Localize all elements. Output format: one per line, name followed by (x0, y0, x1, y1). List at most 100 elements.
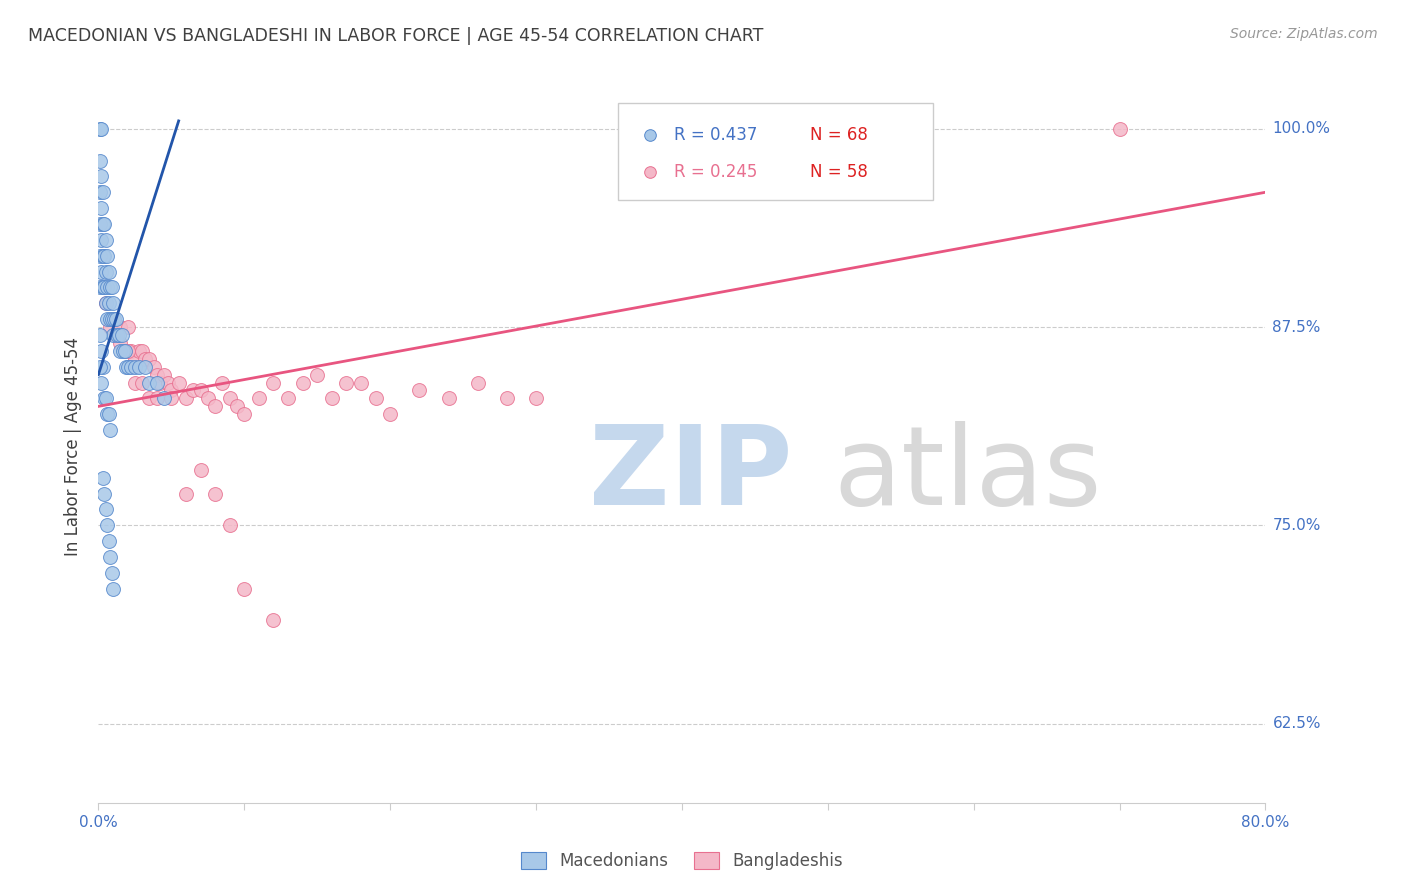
Point (378, 407, 402, 421)
Point (91, 249, 114, 263)
Point (91, 217, 114, 231)
Point (91, 280, 114, 294)
FancyBboxPatch shape (617, 103, 932, 200)
Point (146, 392, 169, 406)
Point (94, 264, 117, 278)
Point (157, 376, 180, 390)
Text: atlas: atlas (834, 421, 1102, 528)
Text: N = 58: N = 58 (810, 163, 868, 181)
Point (89, 186, 111, 200)
Point (93, 217, 115, 231)
Point (98, 423, 121, 437)
Point (174, 486, 197, 500)
Point (160, 384, 183, 398)
Point (204, 486, 226, 500)
Y-axis label: In Labor Force | Age 45-54: In Labor Force | Age 45-54 (65, 336, 83, 556)
Point (97, 534, 120, 549)
Point (233, 582, 256, 596)
Point (89, 217, 111, 231)
Point (149, 376, 172, 390)
Point (204, 400, 226, 414)
Point (93, 392, 115, 406)
Point (90, 121, 112, 136)
Point (94, 296, 117, 310)
Point (114, 343, 136, 358)
Point (174, 392, 197, 406)
Point (91, 186, 114, 200)
Point (124, 359, 146, 374)
Text: MACEDONIAN VS BANGLADESHI IN LABOR FORCE | AGE 45-54 CORRELATION CHART: MACEDONIAN VS BANGLADESHI IN LABOR FORCE… (28, 27, 763, 45)
Point (778, 306, 800, 320)
Point (100, 312, 122, 326)
Point (190, 463, 212, 477)
Text: 62.5%: 62.5% (1272, 716, 1320, 731)
Point (146, 376, 169, 390)
Point (98, 280, 121, 294)
Point (94, 233, 117, 247)
Point (233, 407, 256, 421)
Text: 100.0%: 100.0% (1272, 121, 1330, 136)
Point (89, 359, 111, 374)
Point (94, 502, 117, 516)
Point (128, 343, 150, 358)
Point (101, 296, 124, 310)
Point (96, 249, 118, 263)
Point (97, 264, 120, 278)
Text: 75.0%: 75.0% (1272, 517, 1320, 533)
Point (131, 376, 153, 390)
Point (110, 343, 132, 358)
Point (94, 392, 117, 406)
Point (98, 549, 121, 564)
Point (93, 249, 115, 263)
Text: R = 0.245: R = 0.245 (673, 163, 756, 181)
Point (93, 280, 115, 294)
Point (307, 368, 329, 382)
Point (142, 359, 165, 374)
Point (120, 343, 142, 358)
Point (134, 351, 156, 366)
Point (93, 486, 115, 500)
Point (364, 392, 387, 406)
Point (110, 335, 132, 350)
Point (262, 376, 284, 390)
Point (124, 351, 146, 366)
Point (160, 392, 183, 406)
Text: Source: ZipAtlas.com: Source: ZipAtlas.com (1230, 27, 1378, 41)
Point (104, 312, 127, 326)
Point (181, 384, 204, 398)
Point (1108, 121, 1130, 136)
Point (97, 407, 120, 421)
Point (247, 392, 270, 406)
Point (89, 328, 111, 343)
Point (262, 614, 284, 628)
Point (120, 359, 142, 374)
Point (218, 392, 240, 406)
Point (89, 249, 111, 263)
Point (98, 312, 121, 326)
Point (277, 392, 299, 406)
Point (101, 312, 124, 326)
Point (101, 328, 124, 343)
Point (96, 280, 118, 294)
Point (128, 359, 150, 374)
Point (321, 392, 343, 406)
Point (90, 343, 112, 358)
Point (101, 582, 124, 596)
Point (89, 121, 111, 136)
Point (134, 359, 156, 374)
Point (117, 359, 139, 374)
Point (111, 328, 134, 343)
Point (146, 368, 169, 382)
Point (778, 224, 800, 238)
Point (131, 343, 153, 358)
Text: ZIP: ZIP (589, 421, 792, 528)
Point (112, 343, 135, 358)
Point (437, 392, 460, 406)
Point (408, 384, 430, 398)
Point (115, 359, 138, 374)
Point (96, 312, 118, 326)
Point (495, 392, 517, 406)
Point (96, 407, 118, 421)
Point (167, 376, 190, 390)
Point (103, 312, 125, 326)
